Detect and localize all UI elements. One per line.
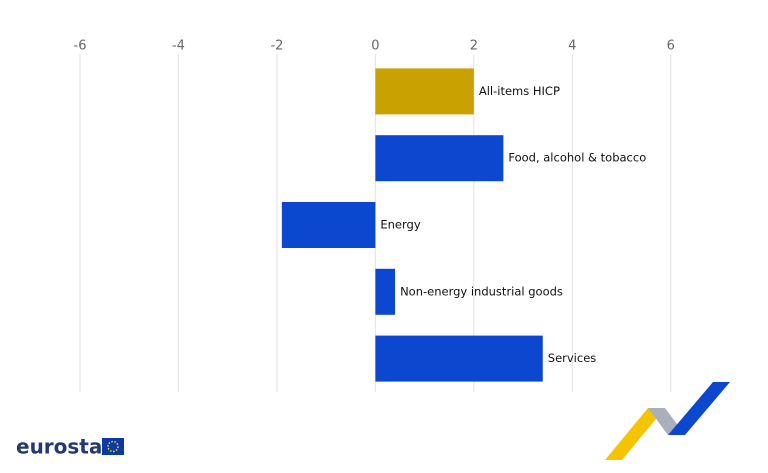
x-tick-label: -6 <box>74 39 87 54</box>
x-tick-label: 4 <box>568 39 576 54</box>
logo-text: eurostat <box>16 435 112 459</box>
x-tick-label: -4 <box>172 39 185 54</box>
bar <box>281 202 376 248</box>
decor <box>605 408 665 460</box>
eu-flag <box>102 438 124 455</box>
eu-stars <box>107 440 119 453</box>
bar <box>375 135 504 182</box>
x-tick-label: 6 <box>667 39 675 54</box>
x-tick-label: 2 <box>470 39 478 54</box>
category-label: Food, alcohol & tobacco <box>508 151 646 165</box>
bar <box>375 68 474 115</box>
category-label: Energy <box>380 218 420 232</box>
bar <box>375 268 396 315</box>
decor <box>668 382 730 435</box>
category-label: All-items HICP <box>479 84 560 98</box>
category-label: Services <box>548 351 597 365</box>
bar <box>375 335 543 382</box>
category-label: Non-energy industrial goods <box>400 284 563 298</box>
x-tick-label: -2 <box>270 39 283 54</box>
x-tick-label: 0 <box>371 39 379 54</box>
